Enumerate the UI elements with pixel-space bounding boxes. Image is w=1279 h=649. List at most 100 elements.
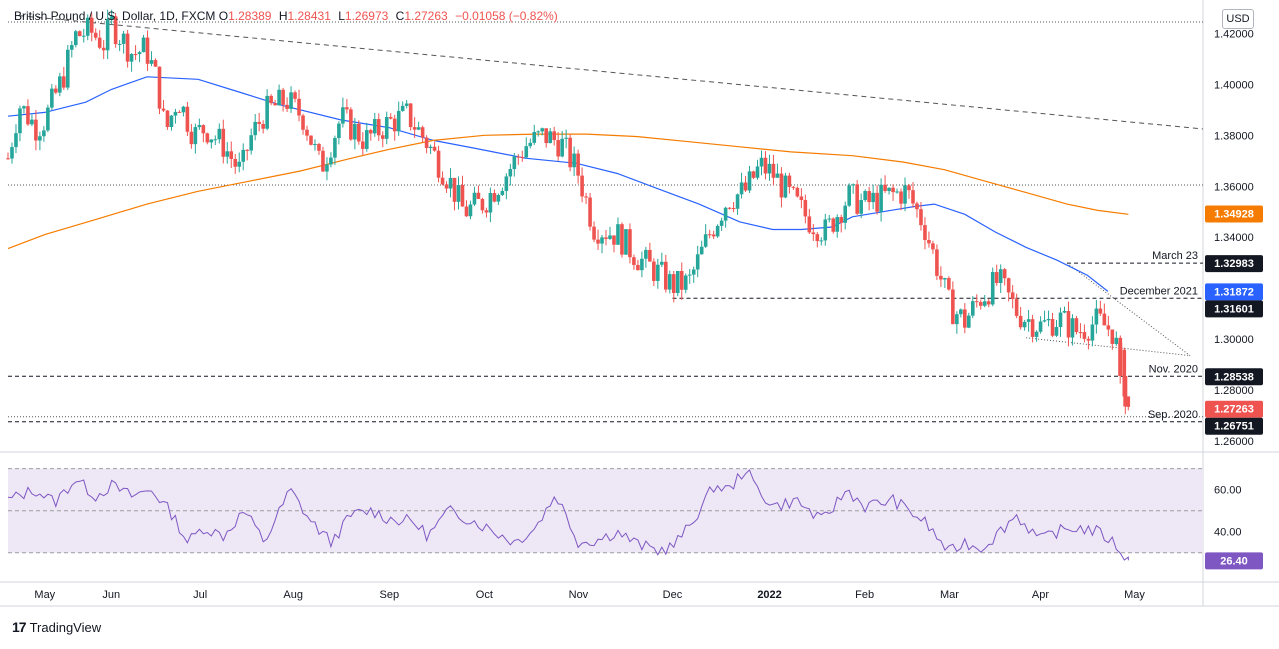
candle-body	[384, 117, 389, 139]
candle-body	[600, 237, 604, 244]
candle-body	[839, 217, 844, 223]
candle-body	[372, 119, 377, 134]
candle-body	[189, 131, 194, 145]
candle-body	[648, 249, 652, 262]
candle-body	[1038, 321, 1043, 332]
candle-body	[556, 140, 560, 157]
price-tick-label: 1.38000	[1214, 130, 1254, 142]
candle-body	[273, 103, 277, 106]
candle-body	[859, 200, 863, 214]
candle-body	[564, 137, 568, 139]
candle-body	[30, 119, 34, 125]
time-tick-label: Mar	[940, 589, 959, 601]
time-tick-label: Dec	[663, 589, 683, 601]
candle-body	[927, 239, 931, 244]
candle-body	[990, 272, 995, 305]
currency-button[interactable]: USD	[1222, 9, 1254, 29]
candle-body	[799, 196, 804, 201]
candle-body	[432, 146, 437, 151]
candle-body	[281, 89, 285, 105]
candle-body	[863, 191, 867, 201]
candle-body	[943, 278, 947, 280]
candle-body	[811, 232, 816, 235]
candle-body	[572, 153, 576, 168]
candle-body	[293, 92, 297, 99]
candle-body	[66, 49, 70, 88]
candle-body	[1123, 375, 1128, 407]
candle-body	[951, 289, 955, 325]
tradingview-brand[interactable]: 17 TradingView	[12, 619, 101, 635]
time-tick-label: Sep	[380, 589, 400, 601]
candle-body	[1106, 325, 1111, 330]
candle-body	[313, 143, 317, 145]
candle-body	[229, 151, 234, 159]
candle-body	[504, 176, 509, 191]
candle-body	[899, 191, 903, 204]
candle-body	[329, 157, 333, 165]
time-tick-label: Oct	[476, 589, 493, 601]
candle-body	[181, 106, 186, 113]
candle-body	[62, 76, 66, 88]
candle-body	[1014, 299, 1019, 316]
candle-body	[317, 143, 321, 151]
candle-body	[1074, 318, 1079, 333]
candle-body	[691, 269, 696, 275]
candle-body	[1086, 338, 1091, 341]
candle-body	[759, 157, 764, 167]
candle-body	[22, 106, 26, 109]
candle-body	[851, 184, 855, 186]
open-label: O	[218, 9, 229, 23]
candle-body	[1110, 329, 1115, 344]
candle-body	[835, 217, 840, 232]
candle-body	[249, 135, 253, 151]
candle-body	[524, 146, 529, 158]
candle-body	[588, 197, 592, 227]
candle-body	[452, 177, 457, 202]
candle-body	[424, 137, 429, 149]
candle-body	[871, 192, 875, 203]
candle-body	[656, 264, 660, 281]
candle-body	[931, 243, 935, 250]
candle-body	[85, 17, 90, 36]
candle-body	[711, 234, 716, 237]
candle-body	[815, 234, 820, 242]
candle-body	[939, 275, 943, 280]
price-label-text: 1.31601	[1214, 303, 1254, 315]
candle-body	[540, 128, 545, 132]
candle-body	[675, 270, 680, 294]
candle-body	[10, 147, 14, 159]
candle-body	[34, 119, 38, 141]
candle-body	[1126, 396, 1131, 407]
candle-body	[723, 207, 728, 221]
candle-body	[50, 88, 54, 108]
price-label-text: 1.26751	[1214, 421, 1254, 433]
candle-body	[1094, 308, 1099, 325]
candle-body	[301, 115, 305, 130]
level-annotation: March 23	[1152, 250, 1198, 262]
candle-body	[843, 205, 848, 223]
candle-body	[767, 163, 772, 174]
candle-body	[173, 111, 178, 116]
candle-body	[699, 246, 704, 255]
candle-body	[428, 146, 433, 149]
candle-body	[113, 16, 118, 45]
candle-body	[97, 37, 102, 48]
candle-body	[695, 254, 700, 270]
candle-body	[345, 107, 349, 110]
candle-body	[963, 309, 967, 328]
candle-body	[89, 17, 94, 33]
price-tick-label: 1.26000	[1214, 436, 1254, 448]
candle-body	[624, 229, 628, 255]
candle-body	[117, 43, 122, 45]
price-label-text: 1.31872	[1214, 286, 1254, 298]
candle-body	[38, 136, 42, 141]
candle-body	[512, 156, 517, 170]
time-tick-label: Nov	[569, 589, 589, 601]
candle-body	[879, 184, 883, 212]
candle-body	[935, 249, 939, 276]
candle-body	[1066, 310, 1071, 338]
candle-body	[982, 301, 987, 306]
candle-body	[787, 175, 792, 187]
